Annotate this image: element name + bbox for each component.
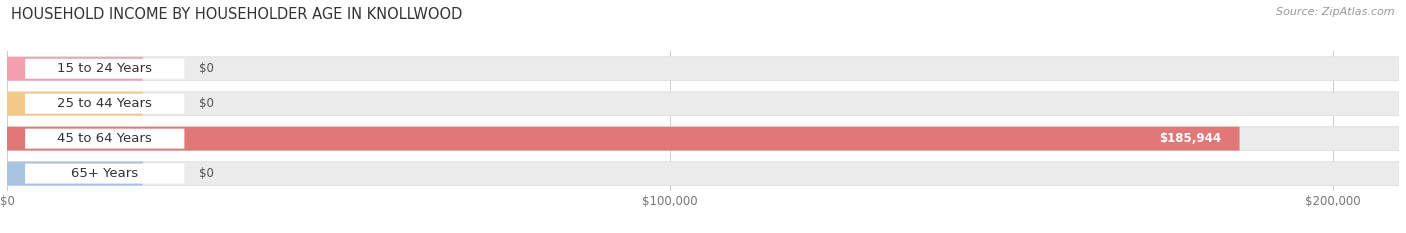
FancyBboxPatch shape bbox=[25, 129, 184, 149]
Text: $0: $0 bbox=[200, 62, 214, 75]
FancyBboxPatch shape bbox=[7, 162, 1399, 185]
Text: 15 to 24 Years: 15 to 24 Years bbox=[58, 62, 152, 75]
FancyBboxPatch shape bbox=[7, 92, 143, 116]
Text: 65+ Years: 65+ Years bbox=[72, 167, 138, 180]
FancyBboxPatch shape bbox=[25, 59, 184, 79]
Text: $0: $0 bbox=[200, 167, 214, 180]
FancyBboxPatch shape bbox=[7, 162, 143, 185]
FancyBboxPatch shape bbox=[7, 57, 143, 81]
Text: Source: ZipAtlas.com: Source: ZipAtlas.com bbox=[1277, 7, 1395, 17]
FancyBboxPatch shape bbox=[25, 164, 184, 184]
Text: HOUSEHOLD INCOME BY HOUSEHOLDER AGE IN KNOLLWOOD: HOUSEHOLD INCOME BY HOUSEHOLDER AGE IN K… bbox=[11, 7, 463, 22]
FancyBboxPatch shape bbox=[7, 127, 1399, 151]
Text: 25 to 44 Years: 25 to 44 Years bbox=[58, 97, 152, 110]
FancyBboxPatch shape bbox=[7, 92, 1399, 116]
Text: 45 to 64 Years: 45 to 64 Years bbox=[58, 132, 152, 145]
FancyBboxPatch shape bbox=[7, 57, 1399, 81]
FancyBboxPatch shape bbox=[25, 94, 184, 114]
FancyBboxPatch shape bbox=[7, 127, 1240, 151]
Text: $185,944: $185,944 bbox=[1159, 132, 1220, 145]
Text: $0: $0 bbox=[200, 97, 214, 110]
